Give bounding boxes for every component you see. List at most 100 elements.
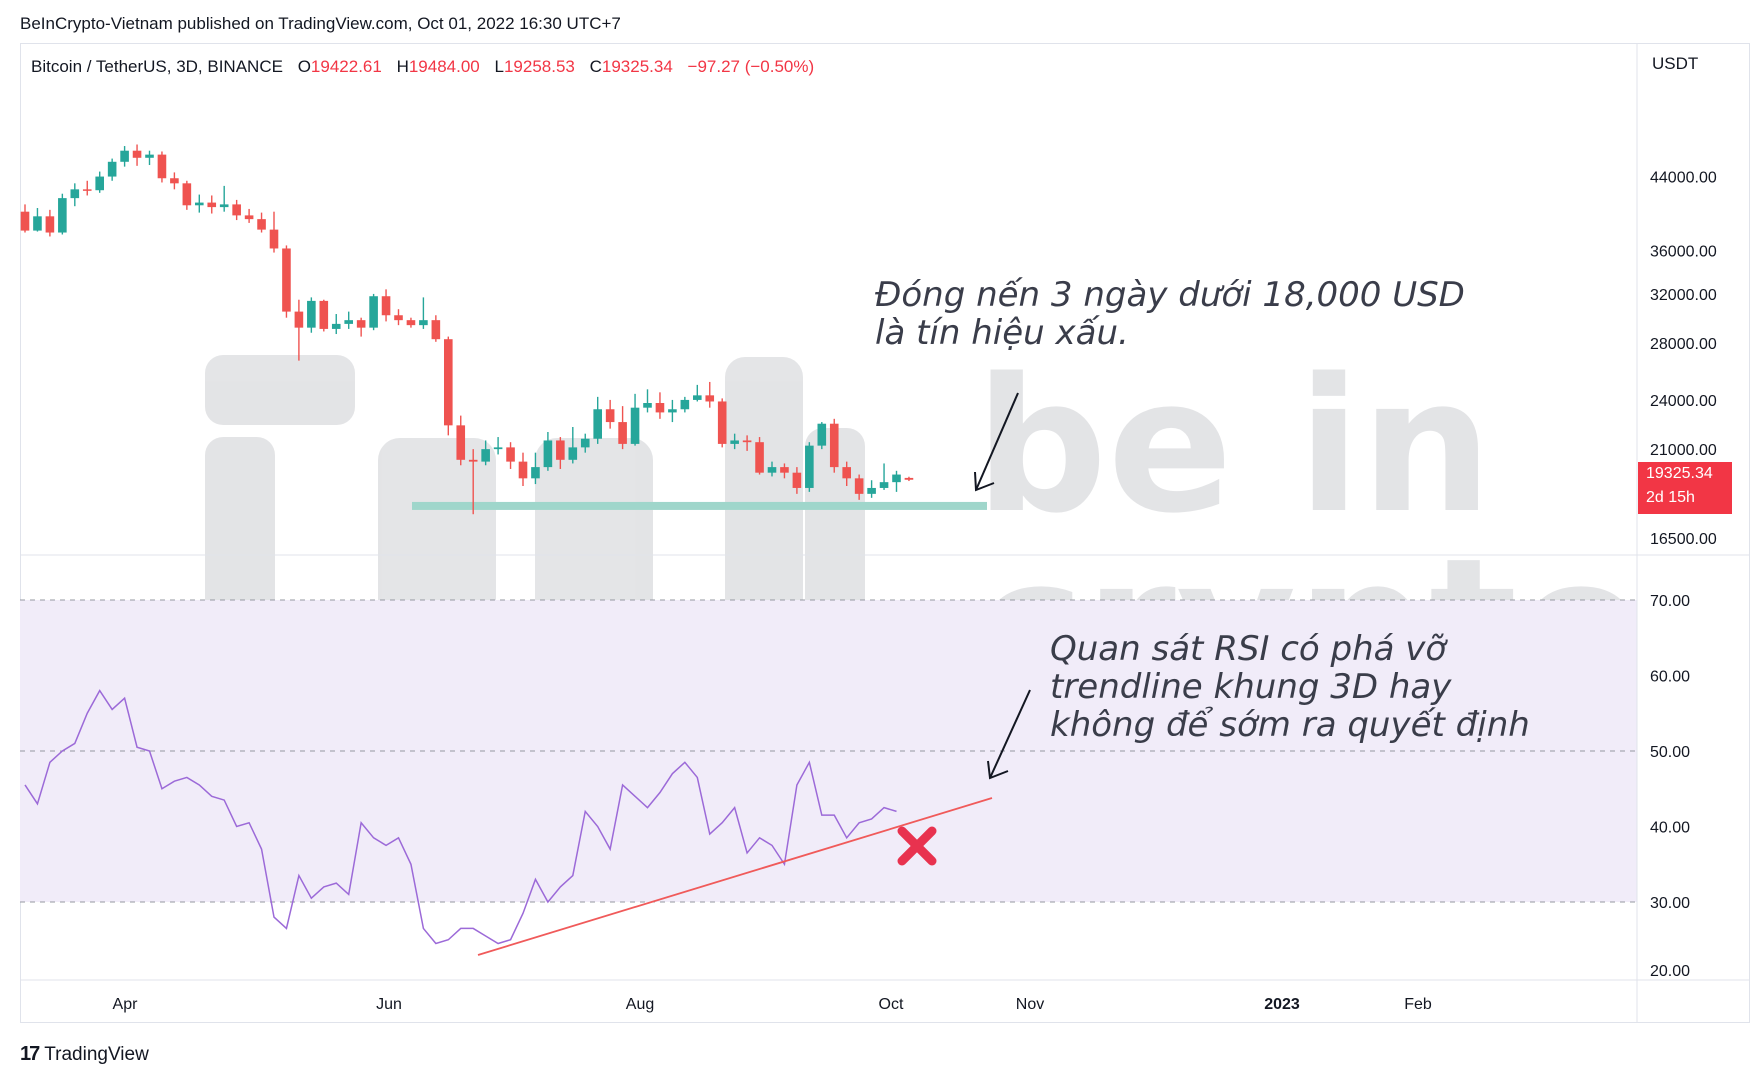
price-tick-label: 32000.00 (1650, 287, 1717, 304)
watermark-line1: be in (975, 338, 1492, 554)
candle-body (182, 183, 192, 206)
candle (742, 435, 752, 451)
candle (829, 418, 839, 473)
candle (904, 476, 914, 482)
candlestick-series (20, 144, 914, 515)
candle (817, 422, 827, 450)
candle-body (543, 440, 553, 468)
rsi-tick-label: 40.00 (1650, 820, 1690, 837)
rsi-tick-label: 70.00 (1650, 593, 1690, 610)
candle (45, 209, 55, 237)
candle (107, 158, 117, 181)
symbol-name[interactable]: Bitcoin / TetherUS, 3D, BINANCE (31, 57, 283, 76)
candle-body (817, 423, 827, 446)
support-line (412, 501, 987, 510)
current-price-tag: 19325.34 2d 15h (1638, 462, 1732, 514)
candle (157, 151, 167, 183)
candle-body (879, 482, 889, 488)
open-value: 19422.61 (310, 57, 382, 76)
candle-body (605, 409, 615, 423)
support-zone (412, 501, 987, 510)
candle (269, 211, 279, 253)
candle (381, 289, 391, 322)
candle-body (82, 189, 92, 191)
candle (630, 393, 640, 446)
price-note-line2: là tín hiệu xấu. (875, 313, 1129, 353)
candle-body (904, 477, 914, 480)
rsi-tick-label: 30.00 (1650, 895, 1690, 912)
price-tick-label: 21000.00 (1650, 442, 1717, 459)
candle-countdown: 2d 15h (1646, 489, 1695, 506)
rsi-band (20, 600, 1637, 902)
candle (419, 297, 428, 329)
rsi-series (24, 689, 897, 945)
time-tick-label: Nov (1016, 996, 1044, 1013)
candle (331, 314, 341, 335)
candle (568, 426, 578, 464)
candle (643, 389, 652, 413)
time-axis[interactable]: Apr Jun Aug Oct Nov 2023 Feb (113, 996, 1432, 1013)
candle-body (518, 461, 528, 479)
candle-body (207, 202, 217, 208)
candle (207, 195, 217, 214)
candle-body (668, 409, 677, 413)
candle (257, 212, 266, 233)
candle (493, 437, 503, 455)
candle (717, 398, 727, 448)
candle (792, 467, 802, 494)
candle-body (780, 467, 789, 473)
candle-body (257, 219, 266, 230)
candle (456, 415, 466, 466)
candle-body (580, 438, 590, 448)
candle (481, 440, 490, 466)
candle-body (219, 204, 229, 208)
candle-body (331, 323, 341, 329)
open-label: O (297, 57, 311, 76)
rsi-axis[interactable]: 70.00 60.00 50.00 40.00 30.00 20.00 (1650, 593, 1690, 980)
candle-body (755, 442, 764, 473)
candle-body (95, 176, 104, 191)
candle-body (394, 315, 403, 321)
candle-body (481, 449, 490, 462)
candle-body (705, 395, 715, 402)
rsi-note-line2: trendline khung 3D hay (1050, 667, 1452, 707)
candle (730, 433, 739, 450)
candle (82, 180, 92, 196)
candle-body (593, 409, 602, 439)
candle-body (618, 422, 627, 444)
candle (282, 245, 291, 318)
candle (307, 297, 316, 333)
time-tick-label: 2023 (1264, 996, 1300, 1013)
candle-body (132, 150, 142, 158)
candle-body (493, 447, 503, 450)
candle-body (643, 403, 652, 408)
symbol-legend: Bitcoin / TetherUS, 3D, BINANCE O19422.6… (31, 57, 814, 77)
candle-body (369, 296, 378, 328)
candle (344, 311, 353, 329)
time-tick-label: Oct (879, 996, 904, 1013)
candle-body (356, 320, 366, 328)
candle-body (456, 425, 466, 460)
candle (431, 315, 441, 342)
candle (468, 449, 478, 515)
candle-body (867, 487, 876, 494)
candle (805, 442, 814, 492)
candle (406, 317, 416, 328)
candle-body (419, 320, 428, 326)
candle-body (157, 154, 167, 179)
currency-label: USDT (1652, 54, 1699, 73)
close-label: C (589, 57, 602, 76)
price-axis[interactable]: 44000.00 36000.00 32000.00 28000.00 24000.00… (1650, 170, 1717, 548)
candle (95, 171, 104, 193)
candle-body (70, 189, 80, 199)
tradingview-footer[interactable]: 17 TradingView (20, 1043, 149, 1066)
candle (518, 452, 528, 487)
candle (618, 406, 627, 450)
candle-body (805, 445, 814, 488)
candle (867, 480, 876, 498)
candle-body (145, 154, 154, 158)
candle-body (45, 216, 55, 233)
price-note-arrow (974, 392, 1019, 492)
break-cross-icon (897, 826, 937, 866)
